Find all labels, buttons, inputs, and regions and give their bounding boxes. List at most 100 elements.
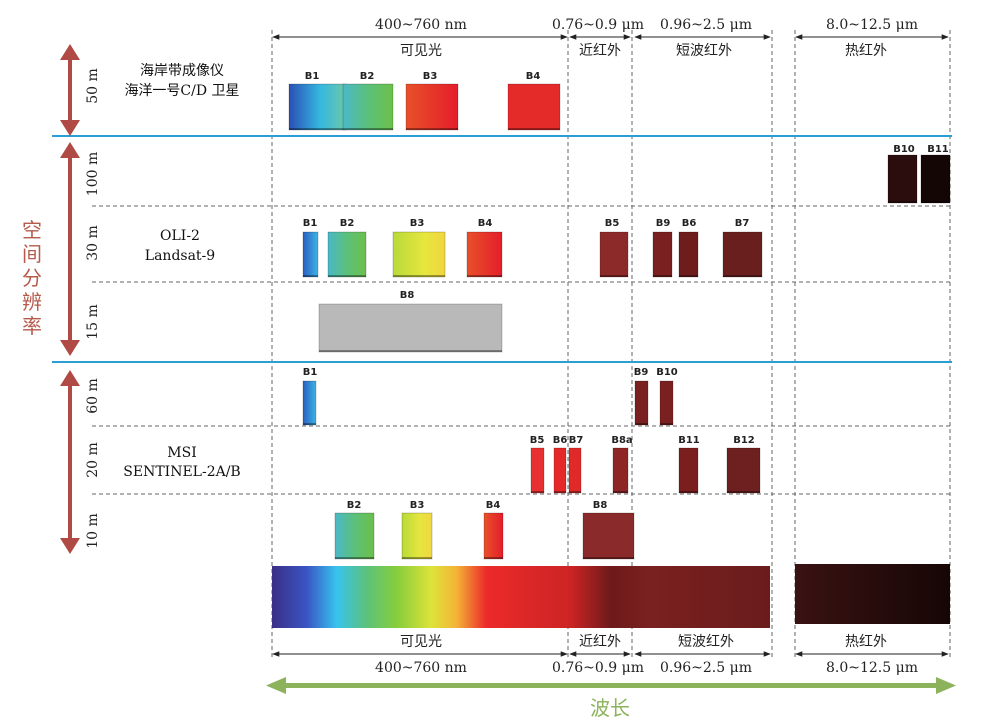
band-shadow-oli-b6 — [679, 275, 698, 277]
resolution-arrows — [60, 44, 80, 554]
band-shadow-hy-b2 — [343, 128, 393, 130]
sensor-name-msi-line2: SENTINEL-2A/B — [123, 464, 240, 480]
sensor-name-oli-line2: Landsat-9 — [145, 248, 215, 264]
band-label-oli-b9: B9 — [656, 218, 671, 229]
band-shadow-msi-b2 — [335, 557, 374, 559]
band-shadow-msi-b5 — [531, 491, 544, 493]
y-axis-title-char: 间 — [22, 242, 42, 266]
band-shadow-oli-b2 — [328, 275, 366, 277]
bottom-range-swir: 0.96~2.5 μm — [660, 660, 752, 676]
band-rect-oli-b5 — [599, 231, 629, 278]
band-shadow-hy-b1 — [289, 128, 346, 130]
band-shadow-oli-b9 — [653, 275, 672, 277]
resolution-label: 50 m — [85, 68, 101, 104]
y-axis-title-char: 率 — [22, 314, 42, 338]
band-label-oli-b8: B8 — [400, 290, 415, 301]
band-shadow-msi-b4 — [484, 557, 503, 559]
band-rect-oli-b3 — [392, 231, 446, 278]
band-shadow-msi-b9 — [635, 423, 648, 425]
top-region-tir: 热红外 — [845, 43, 887, 59]
band-label-oli-b4: B4 — [478, 218, 493, 229]
band-label-msi-b4: B4 — [486, 500, 501, 511]
top-region-nir: 近红外 — [579, 43, 621, 59]
band-label-msi-b8: B8 — [593, 500, 608, 511]
resolution-arrow-head — [60, 120, 80, 136]
band-rect-msi-b11 — [678, 447, 699, 494]
band-label-msi-b6: B6 — [553, 435, 568, 446]
band-shadow-oli-b10 — [888, 201, 917, 203]
band-label-msi-b12: B12 — [733, 435, 755, 446]
band-label-msi-b3: B3 — [410, 500, 425, 511]
resolution-label: 100 m — [85, 152, 101, 196]
resolution-arrow-head — [60, 370, 80, 386]
band-rect-hy-b2 — [342, 83, 394, 131]
top-range-nir: 0.76~0.9 μm — [552, 17, 644, 33]
sensor-name-hy1-line2: 海洋一号C/D 卫星 — [124, 83, 239, 99]
band-label-msi-b2: B2 — [347, 500, 362, 511]
band-shadow-oli-b4 — [467, 275, 502, 277]
row-separators — [92, 205, 950, 495]
band-label-hy-b2: B2 — [360, 71, 375, 82]
band-shadow-oli-b8 — [319, 350, 502, 352]
band-rect-oli-b10 — [887, 154, 918, 204]
band-label-msi-b7: B7 — [569, 435, 584, 446]
band-rect-hy-b3 — [405, 83, 459, 131]
bottom-range-tir: 8.0~12.5 μm — [826, 660, 918, 676]
band-shadow-oli-b11 — [921, 201, 950, 203]
band-rect-hy-b4 — [507, 83, 561, 131]
top-region-vis: 可见光 — [400, 43, 442, 59]
top-region-swir: 短波红外 — [676, 43, 732, 59]
band-label-oli-b3: B3 — [410, 218, 425, 229]
band-shadow-oli-b1 — [303, 275, 318, 277]
band-label-oli-b11: B11 — [927, 144, 949, 155]
band-label-oli-b7: B7 — [735, 218, 750, 229]
band-shadow-msi-b3 — [402, 557, 432, 559]
band-rect-oli-b7 — [722, 231, 763, 278]
wavelength-arrow — [266, 677, 956, 694]
band-label-msi-b1: B1 — [303, 367, 318, 378]
band-rect-msi-b6 — [553, 447, 567, 494]
resolution-label: 20 m — [85, 442, 101, 478]
y-axis-title-char: 分 — [22, 266, 42, 290]
sensor-name-oli-line1: OLI-2 — [160, 228, 200, 244]
top-range-vis: 400~760 nm — [375, 17, 467, 33]
y-axis-title-char: 辨 — [22, 290, 42, 314]
band-label-msi-b11: B11 — [678, 435, 700, 446]
band-rect-msi-b5 — [530, 447, 545, 494]
band-rect-msi-b7 — [568, 447, 582, 494]
wavelength-arrow-head — [266, 677, 286, 694]
band-label-msi-b5: B5 — [530, 435, 545, 446]
bottom-range-vis: 400~760 nm — [375, 660, 467, 676]
wavelength-arrow-shaft — [284, 683, 938, 688]
band-rect-msi-b3 — [401, 512, 433, 560]
resolution-label: 60 m — [85, 378, 101, 414]
band-label-msi-b9: B9 — [634, 367, 649, 378]
resolution-label: 10 m — [85, 513, 101, 549]
band-shadow-msi-b6 — [554, 491, 566, 493]
band-rect-oli-b9 — [652, 231, 673, 278]
band-rect-oli-b11 — [920, 154, 951, 204]
band-label-hy-b3: B3 — [423, 71, 438, 82]
band-label-hy-b4: B4 — [526, 71, 541, 82]
resolution-arrow-head — [60, 44, 80, 60]
band-rect-msi-b8 — [582, 512, 635, 560]
band-rect-msi-b10 — [659, 380, 674, 426]
resolution-label: 30 m — [85, 225, 101, 261]
top-range-swir: 0.96~2.5 μm — [660, 17, 752, 33]
wavelength-arrow-head — [936, 677, 956, 694]
band-rect-msi-b12 — [726, 447, 761, 494]
band-shadow-hy-b3 — [406, 128, 458, 130]
spectrum-strip — [272, 566, 770, 628]
band-rect-oli-b6 — [678, 231, 699, 278]
band-shadow-msi-b8 — [583, 557, 634, 559]
band-rect-hy-b1 — [288, 83, 347, 131]
band-shadow-msi-b11 — [679, 491, 698, 493]
band-label-oli-b5: B5 — [605, 218, 620, 229]
bottom-region-vis: 可见光 — [400, 634, 442, 650]
band-label-hy-b1: B1 — [305, 71, 320, 82]
band-label-msi-b10: B10 — [656, 367, 678, 378]
band-rect-oli-b1 — [302, 231, 319, 278]
sensor-name-hy1-line1: 海岸带成像仪 — [140, 63, 224, 79]
